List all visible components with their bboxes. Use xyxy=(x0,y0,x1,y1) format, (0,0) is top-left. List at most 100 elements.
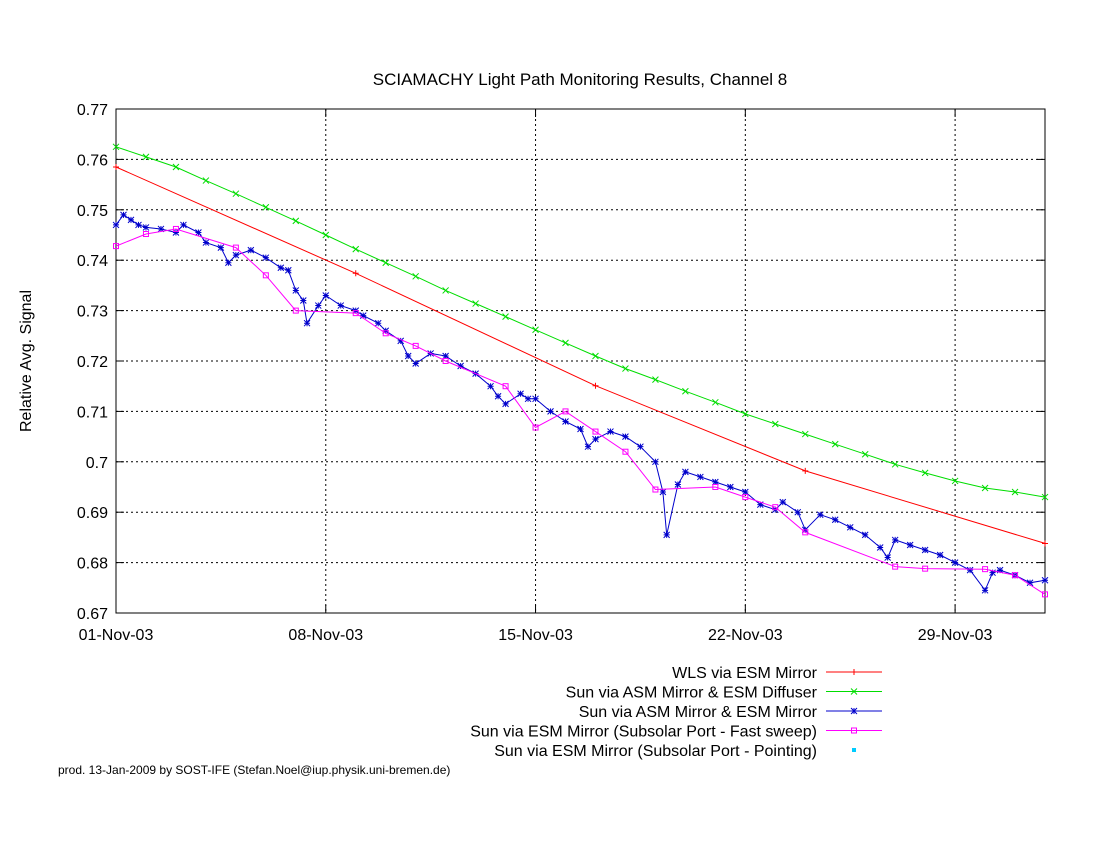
data-point xyxy=(906,541,914,549)
legend-label: Sun via ASM Mirror & ESM Diffuser xyxy=(566,685,818,702)
x-tick-label: 22-Nov-03 xyxy=(708,627,783,644)
data-point xyxy=(712,484,719,490)
data-point xyxy=(682,387,689,395)
data-point xyxy=(472,300,479,307)
data-point xyxy=(142,153,150,161)
y-tick-label: 0.67 xyxy=(77,606,108,623)
data-point xyxy=(592,352,599,360)
data-point xyxy=(142,230,149,237)
data-point xyxy=(232,190,240,198)
data-point xyxy=(1041,576,1049,584)
data-point xyxy=(592,428,599,435)
grid xyxy=(115,108,1045,614)
data-point xyxy=(726,483,734,491)
data-point xyxy=(891,536,899,544)
data-point xyxy=(547,408,554,415)
data-point xyxy=(1026,579,1034,587)
data-point xyxy=(622,448,629,455)
data-point xyxy=(921,469,929,477)
data-point xyxy=(884,554,892,561)
legend: WLS via ESM Mirror Sun via ASM Mirror & E… xyxy=(470,665,882,760)
data-point xyxy=(936,551,944,559)
data-point xyxy=(989,569,996,577)
data-point xyxy=(652,376,659,384)
data-point xyxy=(981,484,989,492)
data-point xyxy=(442,352,449,360)
data-point xyxy=(172,229,180,236)
data-point xyxy=(322,292,330,299)
data-point xyxy=(284,266,292,274)
data-point xyxy=(202,239,210,246)
data-point xyxy=(352,245,360,253)
data-point xyxy=(352,310,359,317)
data-point xyxy=(562,418,569,425)
legend-label: Sun via ESM Mirror (Subsolar Port - Poin… xyxy=(494,743,817,760)
data-point xyxy=(442,358,449,364)
data-point xyxy=(262,203,270,211)
data-point xyxy=(374,319,382,327)
data-point xyxy=(742,494,749,501)
data-point xyxy=(517,390,524,398)
data-point xyxy=(562,339,569,347)
data-point xyxy=(112,143,120,151)
data-point xyxy=(892,563,899,570)
data-point xyxy=(232,244,239,251)
data-point xyxy=(172,163,180,171)
data-point xyxy=(891,460,899,468)
data-point xyxy=(982,566,989,573)
data-point xyxy=(592,382,599,389)
data-point xyxy=(861,450,869,458)
data-point xyxy=(850,688,858,695)
data-point xyxy=(652,486,659,493)
data-point xyxy=(359,312,367,319)
x-tick-label: 01-Nov-03 xyxy=(79,627,154,644)
data-point xyxy=(802,529,809,536)
data-point xyxy=(157,225,165,233)
footer-note: prod. 13-Jan-2009 by SOST-IFE (Stefan.No… xyxy=(58,763,451,777)
plot-area xyxy=(115,108,1046,614)
data-point xyxy=(1042,540,1048,547)
data-point xyxy=(921,546,929,554)
data-point xyxy=(951,477,959,485)
ticks xyxy=(115,108,1045,614)
data-point xyxy=(652,458,659,466)
data-point xyxy=(659,488,667,496)
data-point xyxy=(712,398,719,406)
data-point xyxy=(584,443,592,451)
data-point xyxy=(262,272,269,279)
series-line xyxy=(115,214,1046,592)
data-point xyxy=(697,473,704,481)
data-point xyxy=(502,400,509,408)
data-point xyxy=(442,287,449,294)
data-point xyxy=(801,430,809,438)
data-point xyxy=(1042,591,1048,598)
data-point xyxy=(607,428,614,435)
data-point xyxy=(852,748,856,752)
data-point xyxy=(532,424,539,431)
y-tick-label: 0.69 xyxy=(77,505,108,522)
data-point xyxy=(142,224,150,231)
data-point xyxy=(412,342,419,349)
legend-label: WLS via ESM Mirror xyxy=(672,665,818,682)
data-point xyxy=(779,498,787,506)
data-point xyxy=(577,425,584,433)
data-point xyxy=(247,246,255,254)
data-point xyxy=(314,302,322,309)
y-tick-labels: 0.67 0.68 0.69 0.7 0.71 0.72 0.73 0.74 0.75 0.76 0… xyxy=(77,102,108,623)
data-point xyxy=(113,163,119,170)
data-point xyxy=(120,211,127,219)
data-point xyxy=(292,287,300,294)
data-point xyxy=(831,516,839,524)
y-tick-label: 0.77 xyxy=(77,102,108,119)
data-point xyxy=(622,433,629,440)
data-point xyxy=(303,319,311,327)
data-point xyxy=(172,225,179,232)
data-point xyxy=(1012,572,1019,579)
y-tick-label: 0.7 xyxy=(86,455,108,472)
y-tick-label: 0.76 xyxy=(77,152,108,169)
data-point xyxy=(851,669,857,675)
series-line xyxy=(115,146,1046,498)
legend-label: Sun via ESM Mirror (Subsolar Port - Fast… xyxy=(470,724,817,741)
data-point xyxy=(113,243,119,250)
data-point xyxy=(532,395,539,403)
